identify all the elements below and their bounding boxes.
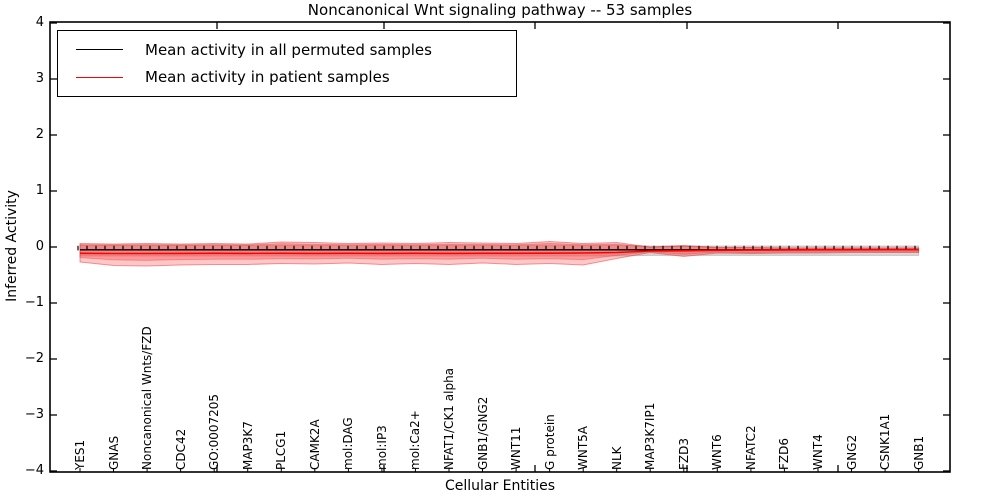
x-tick-label: NLK xyxy=(609,446,624,470)
y-tick-label: −1 xyxy=(24,295,44,310)
y-tick-label: −2 xyxy=(24,351,44,366)
x-tick-label: GNAS xyxy=(106,435,121,470)
legend: Mean activity in all permuted samples Me… xyxy=(57,30,517,97)
y-tick-label: 0 xyxy=(35,239,44,254)
legend-line-permuted-icon xyxy=(76,49,123,51)
legend-item-patient: Mean activity in patient samples xyxy=(76,68,516,86)
x-tick-label: GNB1 xyxy=(911,435,926,470)
x-tick-label: MAP3K7IP1 xyxy=(643,402,658,470)
x-tick-label: WNT6 xyxy=(710,434,725,470)
x-tick-label: GO:0007205 xyxy=(207,393,222,470)
legend-line-patient-icon xyxy=(76,76,123,78)
x-tick-label: G protein xyxy=(542,414,557,470)
x-tick-label: WNT11 xyxy=(509,426,524,470)
x-tick-label: Noncanonical Wnts/FZD xyxy=(140,326,155,470)
y-tick-label: 1 xyxy=(35,183,44,198)
x-tick-label: CAMK2A xyxy=(307,419,322,470)
x-tick-label: WNT5A xyxy=(576,425,591,470)
y-tick-label: −3 xyxy=(24,407,44,422)
legend-label-patient: Mean activity in patient samples xyxy=(145,68,390,87)
legend-item-permuted: Mean activity in all permuted samples xyxy=(76,41,516,59)
x-tick-label: PLCG1 xyxy=(274,430,289,470)
x-tick-label: FZD6 xyxy=(777,438,792,470)
y-tick-label: 2 xyxy=(35,127,44,142)
x-tick-label: FZD3 xyxy=(676,438,691,470)
x-tick-label: NFAT1/CK1 alpha xyxy=(441,367,456,470)
x-tick-label: MAP3K7 xyxy=(240,421,255,470)
y-tick-label: 4 xyxy=(35,15,44,30)
x-axis-label: Cellular Entities xyxy=(444,478,556,494)
x-tick-label: mol:Ca2+ xyxy=(408,410,423,470)
x-tick-label: GNB1/GNG2 xyxy=(475,396,490,470)
legend-label-permuted: Mean activity in all permuted samples xyxy=(145,40,432,59)
x-tick-label: YES1 xyxy=(73,439,87,470)
y-tick-label: −4 xyxy=(24,463,44,478)
x-tick-label: mol:IP3 xyxy=(374,425,389,470)
x-tick-label: CDC42 xyxy=(173,428,188,470)
y-tick-label: 3 xyxy=(35,71,44,86)
chart-title: Noncanonical Wnt signaling pathway -- 53… xyxy=(307,1,693,19)
x-tick-label: mol:DAG xyxy=(341,417,356,470)
x-tick-label: WNT4 xyxy=(810,434,825,470)
x-tick-label: GNG2 xyxy=(844,434,859,470)
x-tick-label: NFATC2 xyxy=(743,425,758,470)
x-tick-label: CSNK1A1 xyxy=(878,413,893,470)
